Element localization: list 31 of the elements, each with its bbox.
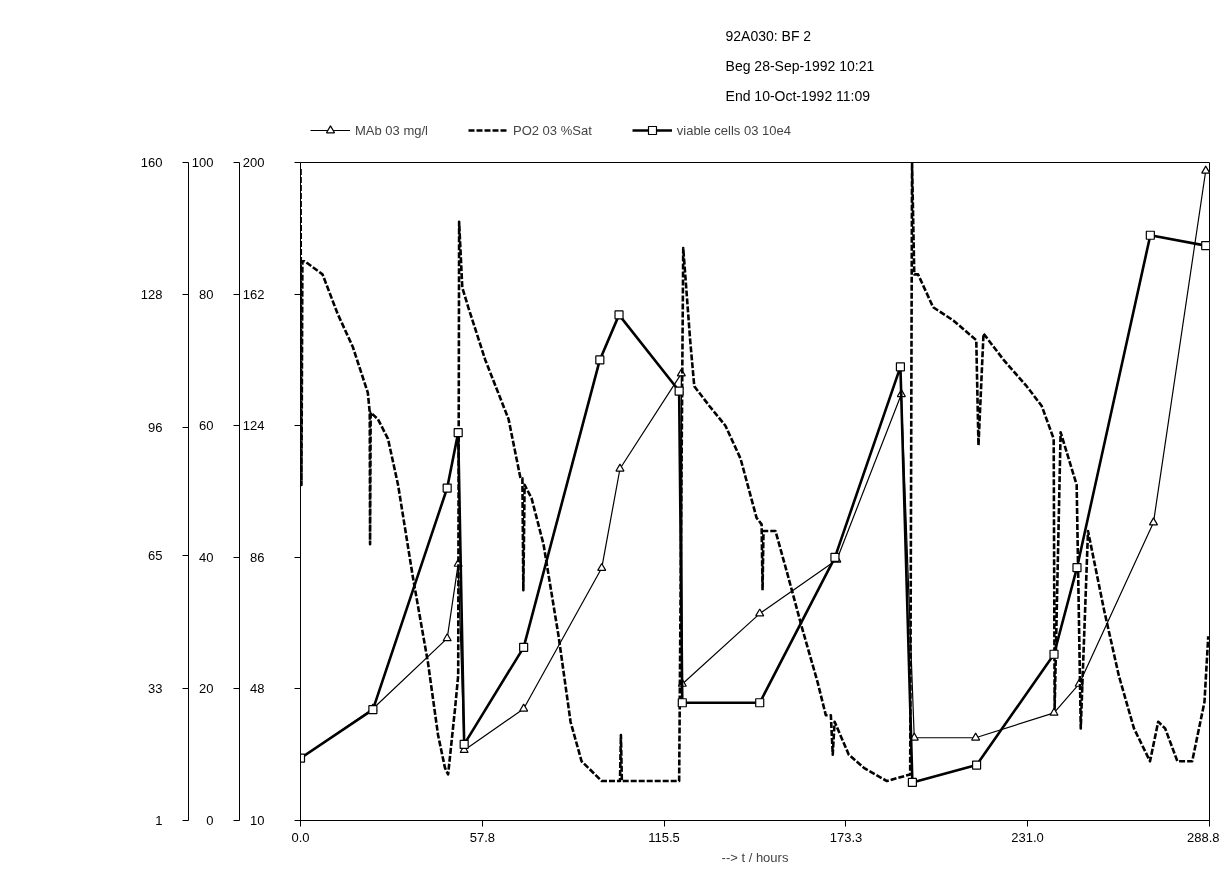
- y-tick-label: 10: [250, 813, 265, 828]
- chart-title: 92A030: BF 2: [725, 27, 812, 44]
- y3-tick-label: 60: [199, 418, 214, 434]
- x-tick-label: 231.0: [1011, 829, 1044, 845]
- y2-tick-label: 128: [140, 287, 163, 303]
- x-tick-label: 115.5: [648, 829, 680, 845]
- y-tick-label: 200: [242, 155, 265, 170]
- y-tick-label: 124: [242, 418, 265, 434]
- text: Beg 28-Sep-1992 10:21: [725, 57, 875, 74]
- y3-tick-label: 20: [199, 681, 214, 697]
- x-tick-label: 0.0: [291, 829, 310, 845]
- x-tick-label: 57.8: [469, 829, 496, 845]
- x-tick-label: 288.8: [1186, 829, 1219, 845]
- x-axis-title: --> t / hours: [721, 849, 789, 865]
- y3-tick-label: 80: [199, 286, 214, 302]
- y2-tick-label: 96: [148, 419, 163, 435]
- y3-tick-label: 100: [191, 155, 214, 170]
- y3-tick-label: 40: [199, 549, 214, 565]
- y3-tick-label: 0: [206, 813, 214, 828]
- x-tick-label: 173.3: [829, 829, 863, 845]
- y2-tick-label: 1: [155, 813, 163, 828]
- legend-label: PO2 03 %Sat: [512, 122, 592, 138]
- y2-tick-label: 65: [148, 548, 163, 564]
- y-tick-label: 86: [250, 549, 265, 565]
- legend-label: MAb 03 mg/l: [355, 122, 428, 138]
- y2-tick-label: 160: [140, 155, 163, 170]
- legend-label: viable cells 03 10e4: [676, 122, 791, 138]
- text: End 10-Oct-1992 11:09: [725, 87, 871, 104]
- y-tick-label: 48: [250, 681, 265, 697]
- y2-tick-label: 33: [148, 680, 163, 696]
- y-tick-label: 162: [242, 286, 265, 302]
